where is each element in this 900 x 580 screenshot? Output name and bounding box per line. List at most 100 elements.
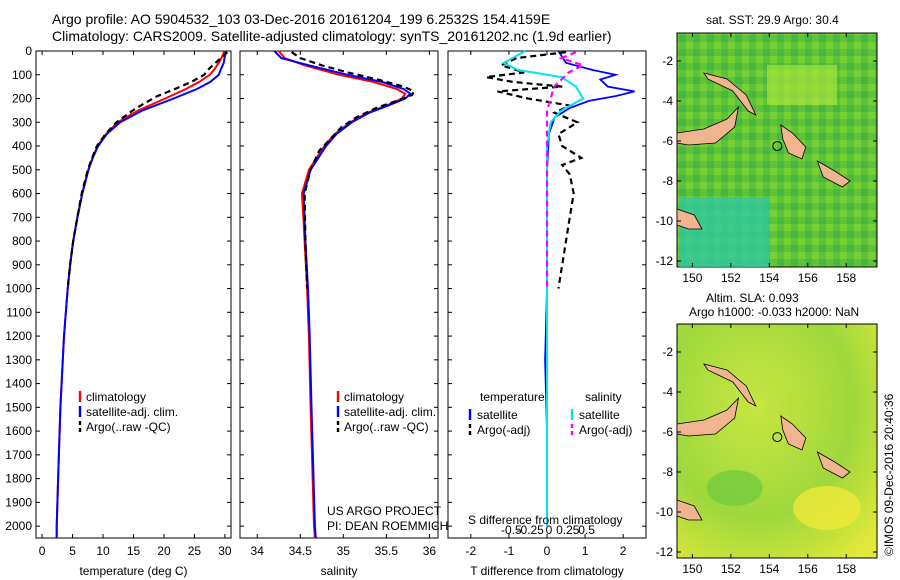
y-tick-label: 1500 xyxy=(5,400,32,414)
plot-frame xyxy=(239,50,439,539)
series-line-argo-raw-qc- xyxy=(66,51,229,289)
profile-title: Argo profile: AO 5904532_103 03-Dec-2016… xyxy=(52,11,551,27)
y-tick-label: 0 xyxy=(25,44,32,58)
x-tick-label: 20 xyxy=(157,544,171,558)
lon-tick-label: 156 xyxy=(798,271,818,285)
lat-tick-label: -4 xyxy=(662,94,673,108)
legend-title-temperature: temperature xyxy=(480,390,545,404)
y-tick-label: 1800 xyxy=(5,472,32,486)
legend-label: Argo(-adj) xyxy=(477,423,530,437)
x-tick-label: 35 xyxy=(337,544,351,558)
legend-label: satellite xyxy=(579,408,620,422)
landmass xyxy=(676,105,740,146)
legend-label: climatology xyxy=(344,390,404,404)
x2-tick-label: 0.5 xyxy=(578,523,595,537)
climatology-title: Climatology: CARS2009. Satellite-adjuste… xyxy=(52,28,612,44)
lat-tick-label: -8 xyxy=(662,174,673,188)
series-line-temperature-argo-adj- xyxy=(485,51,584,289)
lon-tick-label: 152 xyxy=(721,271,741,285)
legend-label: Argo(-adj) xyxy=(579,423,632,437)
y-tick-label: 400 xyxy=(12,139,32,153)
high-sla-patch xyxy=(793,486,861,530)
sst-map: 150 152 154 156 158 -2 -4 -6 -8 -10 -12 xyxy=(656,32,878,285)
x-tick-label: 0 xyxy=(544,544,551,558)
y-tick-label: 1400 xyxy=(5,377,32,391)
lat-tick-label: -10 xyxy=(656,505,674,519)
y-tick-label: 1700 xyxy=(5,448,32,462)
legend-label: Argo(..raw -QC) xyxy=(86,420,171,434)
lon-tick-label: 154 xyxy=(759,562,779,576)
lon-tick-label: 158 xyxy=(836,562,856,576)
y-tick-label: 1300 xyxy=(5,353,32,367)
y-tick-label: 300 xyxy=(12,115,32,129)
lat-tick-label: -2 xyxy=(662,54,673,68)
x-tick-label: -1 xyxy=(504,544,515,558)
lon-tick-label: 154 xyxy=(759,271,779,285)
sla-map-title: Altim. SLA: 0.093 xyxy=(706,291,799,305)
lat-tick-label: -6 xyxy=(662,134,673,148)
series-line-satellite-adj-clim- xyxy=(273,50,413,539)
landmass xyxy=(676,396,740,437)
landmass xyxy=(780,124,807,160)
lon-tick-label: 156 xyxy=(798,562,818,576)
sla-map-subtitle: Argo h1000: -0.033 h2000: NaN xyxy=(689,305,860,319)
x-axis-label: temperature (deg C) xyxy=(79,564,187,578)
x2-tick-label: 0.25 xyxy=(556,523,580,537)
legend-label: climatology xyxy=(86,390,146,404)
profile-panel-1: 0100200300400500600700800900100011001200… xyxy=(5,44,232,578)
series-line-salinity-argo-adj- xyxy=(545,51,587,289)
lat-tick-label: -8 xyxy=(662,465,673,479)
x-tick-label: -2 xyxy=(466,544,477,558)
lat-tick-label: -6 xyxy=(662,425,673,439)
legend-label: satellite-adj. clim. xyxy=(344,405,436,419)
profile-panel-3: -2 -1 0 1 2 T difference from climatology -0.5… xyxy=(447,50,647,578)
y-tick-label: 1600 xyxy=(5,424,32,438)
landmass xyxy=(816,160,851,188)
pi-label: PI: DEAN ROEMMICH xyxy=(327,519,449,533)
lat-tick-label: -12 xyxy=(656,254,674,268)
y-tick-label: 700 xyxy=(12,210,32,224)
s-diff-label: S difference from climatology xyxy=(468,513,623,527)
y-tick-label: 1000 xyxy=(5,282,32,296)
x2-tick-label: -0.5 xyxy=(501,523,522,537)
landmass xyxy=(703,72,757,116)
project-label: US ARGO PROJECT xyxy=(327,504,442,518)
legend-label: satellite xyxy=(477,408,518,422)
x-tick-label: 30 xyxy=(218,544,232,558)
argo-position-marker xyxy=(772,432,783,443)
y-tick-label: 900 xyxy=(12,258,32,272)
y-tick-label: 500 xyxy=(12,163,32,177)
imos-credit: ©IMOS 09-Dec-2016 20:40:36 xyxy=(882,393,896,556)
x-tick-label: 5 xyxy=(69,544,76,558)
warm-water-patch xyxy=(767,65,837,105)
landmass xyxy=(703,363,757,407)
x2-tick-label: -0.25 xyxy=(517,523,545,537)
landmass xyxy=(676,208,703,230)
legend-label: Argo(..raw -QC) xyxy=(344,420,429,434)
landmass xyxy=(676,499,703,521)
x-tick-label: 2 xyxy=(620,544,627,558)
series-line-satellite-adj-clim- xyxy=(55,50,228,538)
lat-tick-label: -4 xyxy=(662,385,673,399)
y-tick-label: 1200 xyxy=(5,329,32,343)
y-tick-label: 1900 xyxy=(5,495,32,509)
lon-tick-label: 150 xyxy=(682,271,702,285)
y-tick-label: 100 xyxy=(12,68,32,82)
profile-panels: 0100200300400500600700800900100011001200… xyxy=(5,44,647,578)
legend-label: satellite-adj. clim. xyxy=(86,405,178,419)
y-tick-label: 800 xyxy=(12,234,32,248)
x-tick-label: 0 xyxy=(39,544,46,558)
lat-tick-label: -10 xyxy=(656,214,674,228)
series-line-salinity-satellite xyxy=(501,50,585,527)
series-line-argo-raw-qc- xyxy=(291,51,416,289)
cool-water-patch xyxy=(679,197,769,267)
sla-map: 150 152 154 156 158 -2 -4 -6 -8 -10 -12 xyxy=(656,323,878,576)
x2-tick-label: 0 xyxy=(546,523,553,537)
y-tick-label: 600 xyxy=(12,187,32,201)
legend-title-salinity: salinity xyxy=(585,390,622,404)
landmass xyxy=(780,415,807,451)
x-tick-label: 35.5 xyxy=(375,544,399,558)
argo-position-marker xyxy=(772,141,783,152)
